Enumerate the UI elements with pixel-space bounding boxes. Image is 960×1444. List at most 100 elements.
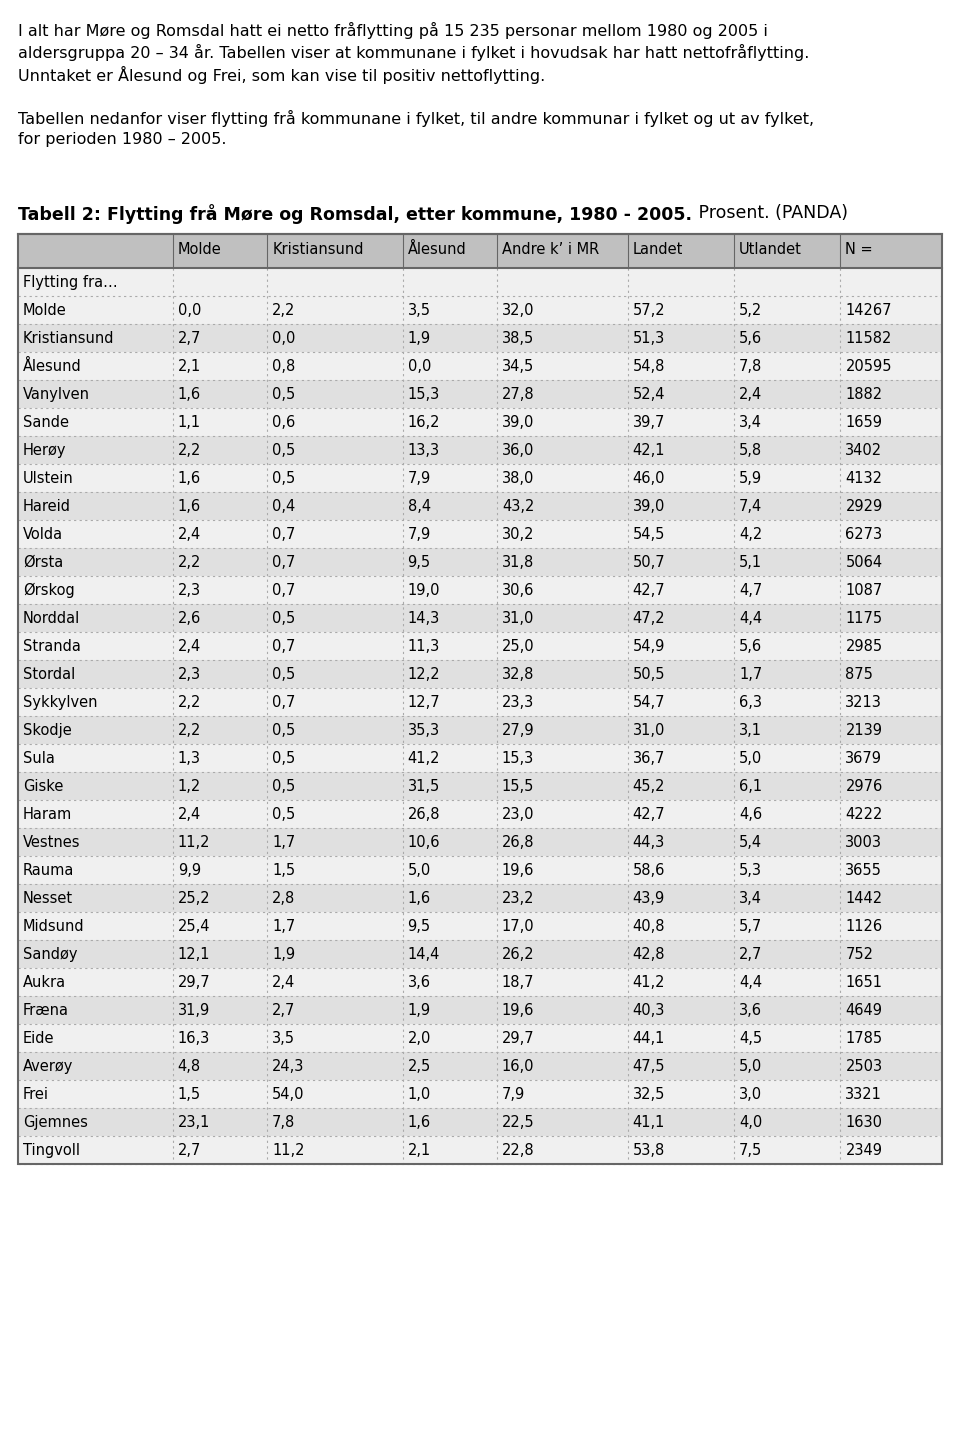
Text: 42,1: 42,1 <box>633 443 665 458</box>
Bar <box>18 520 942 549</box>
Text: 32,0: 32,0 <box>502 303 535 318</box>
Text: Tabellen nedanfor viser flytting frå kommunane i fylket, til andre kommunar i fy: Tabellen nedanfor viser flytting frå kom… <box>18 110 814 127</box>
Text: 4,6: 4,6 <box>739 807 762 822</box>
Text: 3,4: 3,4 <box>739 414 762 430</box>
Text: 5,7: 5,7 <box>739 918 762 934</box>
Text: Stranda: Stranda <box>23 640 81 654</box>
Text: 16,3: 16,3 <box>178 1031 210 1045</box>
Text: 0,6: 0,6 <box>272 414 296 430</box>
Text: 9,5: 9,5 <box>408 554 431 570</box>
Text: 3655: 3655 <box>846 864 882 878</box>
Text: 1,3: 1,3 <box>178 751 201 765</box>
Text: Molde: Molde <box>178 243 222 257</box>
Text: 5,8: 5,8 <box>739 443 762 458</box>
Text: 2,7: 2,7 <box>739 947 762 962</box>
Text: 31,0: 31,0 <box>502 611 535 627</box>
Text: 0,5: 0,5 <box>272 751 296 765</box>
Text: 3003: 3003 <box>846 835 882 851</box>
Bar <box>18 1080 942 1108</box>
Text: 7,5: 7,5 <box>739 1144 762 1158</box>
Text: Sykkylven: Sykkylven <box>23 695 98 710</box>
Text: 5,0: 5,0 <box>739 1058 762 1074</box>
Text: 7,8: 7,8 <box>739 360 762 374</box>
Text: 14267: 14267 <box>846 303 892 318</box>
Text: 7,9: 7,9 <box>502 1087 525 1102</box>
Text: 1659: 1659 <box>846 414 882 430</box>
Text: 0,5: 0,5 <box>272 611 296 627</box>
Text: 4,2: 4,2 <box>739 527 762 542</box>
Text: Midsund: Midsund <box>23 918 84 934</box>
Text: 2349: 2349 <box>846 1144 882 1158</box>
Text: 57,2: 57,2 <box>633 303 665 318</box>
Text: 54,8: 54,8 <box>633 360 665 374</box>
Text: 44,3: 44,3 <box>633 835 664 851</box>
Text: 39,0: 39,0 <box>633 500 665 514</box>
Text: Eide: Eide <box>23 1031 55 1045</box>
Text: 34,5: 34,5 <box>502 360 534 374</box>
Text: 23,1: 23,1 <box>178 1115 210 1131</box>
Text: 2,2: 2,2 <box>178 695 202 710</box>
Bar <box>18 269 942 296</box>
Text: Flytting fra…: Flytting fra… <box>23 274 118 290</box>
Text: 3402: 3402 <box>846 443 882 458</box>
Text: 3,6: 3,6 <box>408 975 431 991</box>
Bar <box>18 884 942 913</box>
Text: 2,2: 2,2 <box>272 303 296 318</box>
Text: 1,6: 1,6 <box>408 891 431 905</box>
Text: 6,3: 6,3 <box>739 695 762 710</box>
Text: 11,2: 11,2 <box>178 835 210 851</box>
Bar <box>18 1024 942 1053</box>
Bar <box>18 549 942 576</box>
Bar <box>18 744 942 773</box>
Text: Haram: Haram <box>23 807 72 822</box>
Text: I alt har Møre og Romsdal hatt ei netto fråflytting på 15 235 personar mellom 19: I alt har Møre og Romsdal hatt ei netto … <box>18 22 768 39</box>
Text: 0,7: 0,7 <box>272 554 296 570</box>
Text: 1,1: 1,1 <box>178 414 201 430</box>
Text: 18,7: 18,7 <box>502 975 535 991</box>
Text: 6273: 6273 <box>846 527 882 542</box>
Text: 54,7: 54,7 <box>633 695 665 710</box>
Text: 26,8: 26,8 <box>408 807 440 822</box>
Text: 54,5: 54,5 <box>633 527 665 542</box>
Text: 40,3: 40,3 <box>633 1004 665 1018</box>
Bar <box>18 1108 942 1136</box>
Bar <box>18 1053 942 1080</box>
Text: Frei: Frei <box>23 1087 49 1102</box>
Text: 43,2: 43,2 <box>502 500 535 514</box>
Text: 2,2: 2,2 <box>178 554 202 570</box>
Bar <box>18 913 942 940</box>
Text: 7,4: 7,4 <box>739 500 762 514</box>
Text: 0,5: 0,5 <box>272 443 296 458</box>
Text: Kristiansund: Kristiansund <box>272 243 364 257</box>
Text: 50,5: 50,5 <box>633 667 665 682</box>
Text: 7,8: 7,8 <box>272 1115 296 1131</box>
Text: 42,7: 42,7 <box>633 807 665 822</box>
Text: 30,6: 30,6 <box>502 583 535 598</box>
Text: 54,9: 54,9 <box>633 640 665 654</box>
Text: 2,5: 2,5 <box>408 1058 431 1074</box>
Text: 0,7: 0,7 <box>272 640 296 654</box>
Text: 23,3: 23,3 <box>502 695 534 710</box>
Text: 4,0: 4,0 <box>739 1115 762 1131</box>
Text: 5,6: 5,6 <box>739 640 762 654</box>
Text: 41,1: 41,1 <box>633 1115 665 1131</box>
Text: 2,4: 2,4 <box>178 640 201 654</box>
Text: Landet: Landet <box>633 243 683 257</box>
Text: 0,7: 0,7 <box>272 583 296 598</box>
Bar <box>18 380 942 409</box>
Text: 54,0: 54,0 <box>272 1087 304 1102</box>
Text: 4,5: 4,5 <box>739 1031 762 1045</box>
Text: 17,0: 17,0 <box>502 918 535 934</box>
Bar <box>18 996 942 1024</box>
Bar <box>18 660 942 687</box>
Text: Sande: Sande <box>23 414 69 430</box>
Text: 3,4: 3,4 <box>739 891 762 905</box>
Text: 27,8: 27,8 <box>502 387 535 401</box>
Text: 15,3: 15,3 <box>502 751 534 765</box>
Bar <box>18 632 942 660</box>
Text: Volda: Volda <box>23 527 63 542</box>
Text: 19,6: 19,6 <box>502 864 535 878</box>
Text: 0,5: 0,5 <box>272 723 296 738</box>
Text: 1442: 1442 <box>846 891 882 905</box>
Text: 5,0: 5,0 <box>408 864 431 878</box>
